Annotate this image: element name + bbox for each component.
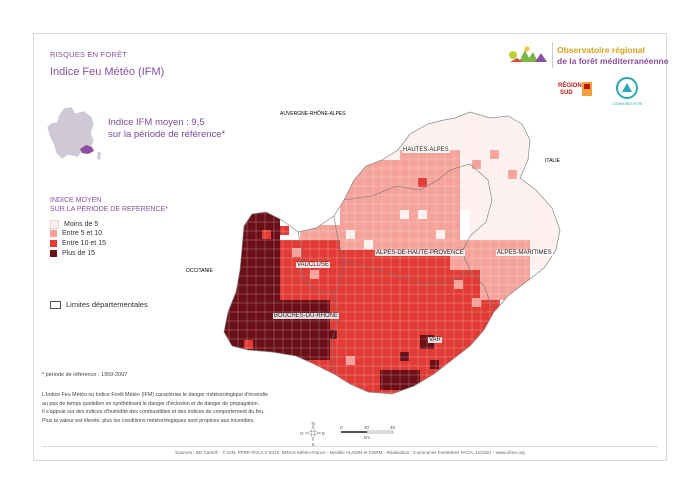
- observatory-name-line1: Observatoire régional: [557, 45, 645, 55]
- compass-e: E: [322, 431, 325, 436]
- limits-swatch: [50, 300, 61, 309]
- sources-credits: Sources : BD Carto® - © IGN, PFRR PACA n…: [175, 450, 525, 455]
- scale-label-40: 40: [390, 425, 396, 430]
- neighbor-north-label: AUVERGNE-RHÔNE-ALPES: [280, 110, 346, 117]
- footer-divider: [42, 446, 658, 447]
- legend-item: Plus de 15: [50, 250, 95, 257]
- compass-o: O: [300, 431, 304, 436]
- legend-item: Entre 5 et 10: [50, 230, 102, 237]
- description-line: au pas de temps quotidien en synthétisan…: [42, 400, 260, 407]
- legend-swatch: [50, 240, 57, 247]
- scale-unit: km: [364, 435, 370, 440]
- map-frame: [33, 33, 667, 461]
- svg-text:SUD: SUD: [560, 90, 573, 96]
- france-locator-map: [46, 106, 101, 160]
- legend-title-line1: INDICE MOYEN: [50, 197, 102, 204]
- dept-label-var: VAR: [428, 337, 442, 343]
- region-outline: [223, 111, 561, 395]
- scale-label-0: 0: [340, 425, 343, 430]
- limits-label: Limites départementales: [66, 300, 148, 309]
- observatory-name-line2: de la forêt méditerranéenne: [557, 56, 669, 66]
- description-line: Il s'appuie sur des indices d'humidité d…: [42, 409, 265, 416]
- description-line: L'Indice Feu Météo ou Indice Forêt Météo…: [42, 392, 269, 398]
- scale-bar: 0 20 40 km: [340, 425, 396, 440]
- neighbor-east-label: ITALIE: [545, 158, 561, 164]
- dept-label-hautes-alpes: HAUTES-ALPES: [402, 147, 450, 153]
- reference-period-note: * période de référence : 1959-2007: [42, 372, 128, 378]
- branding-divider: [552, 42, 553, 68]
- dept-label-vaucluse: VAUCLUSE: [296, 262, 330, 268]
- legend-label: Plus de 15: [62, 250, 96, 257]
- legend-label: Entre 10 et 15: [62, 240, 106, 247]
- ifm-description: L'Indice Feu Météo ou Indice Forêt Météo…: [42, 391, 312, 425]
- compass-n: N: [312, 421, 315, 426]
- legend-item: Entre 10 et 15: [50, 240, 106, 247]
- scale-label-20: 20: [364, 425, 370, 430]
- svg-text:COMMUNES FORESTIÈRES: COMMUNES FORESTIÈRES: [612, 101, 642, 106]
- map-title: Indice Feu Météo (IFM): [50, 66, 165, 78]
- observatory-logo-icon: [509, 46, 547, 62]
- legend-label: Moins de 5: [64, 221, 99, 228]
- average-ifm-value: Indice IFM moyen : 9,5: [108, 117, 205, 128]
- neighbor-west-label: OCCITANIE: [186, 268, 214, 274]
- legend-swatch: [50, 220, 59, 229]
- legend-label: Entre 5 et 10: [62, 230, 103, 237]
- legend-swatch: [50, 250, 57, 257]
- compass-rose-icon: N O E S: [300, 421, 325, 446]
- average-ifm-period: sur la période de référence*: [108, 129, 226, 140]
- compass-s: S: [312, 442, 315, 446]
- legend-title-line2: SUR LA PÉRIODE DE REFERENCE*: [50, 206, 168, 213]
- description-line: Plus la valeur est élevée, plus les cond…: [42, 417, 255, 424]
- region-sud-logo: RÉGION SUD: [556, 78, 596, 104]
- map-kicker: RISQUES EN FORÊT: [50, 50, 127, 59]
- legend-swatch: [50, 230, 57, 237]
- dept-label-alpes-de-haute-provence: ALPES-DE-HAUTE-PROVENCE: [375, 250, 465, 256]
- dept-label-alpes-maritimes: ALPES-MARITIMES: [496, 250, 553, 256]
- dept-label-bouches-du-rhone: BOUCHES-DU-RHÔNE: [273, 313, 340, 319]
- legend-item: Moins de 5: [50, 220, 98, 229]
- department-boundaries: [297, 163, 495, 375]
- svg-text:RÉGION: RÉGION: [558, 81, 582, 89]
- communes-forestieres-logo: COMMUNES FORESTIÈRES: [612, 75, 659, 107]
- department-limits-legend: Limites départementales: [50, 300, 148, 309]
